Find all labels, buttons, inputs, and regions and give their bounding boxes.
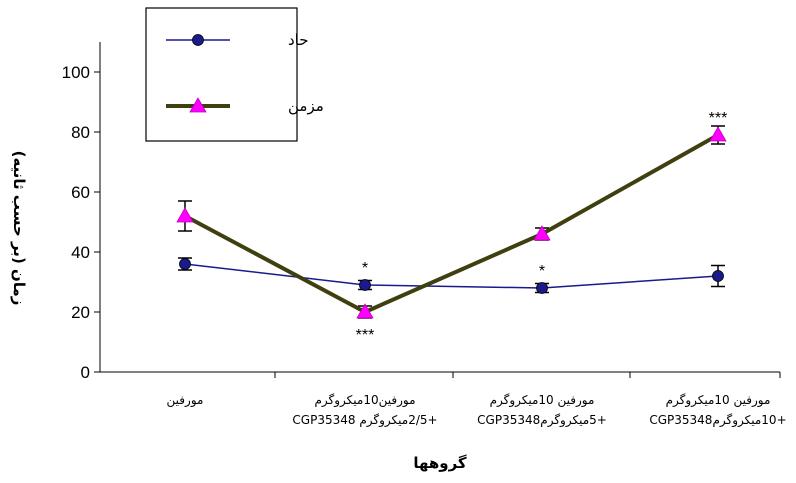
series-line-1 <box>184 263 719 289</box>
data-point <box>712 270 724 282</box>
legend-box <box>145 7 298 142</box>
significance-label: *** <box>356 327 375 344</box>
y-ticks: 0 20 40 60 80 100 <box>62 63 100 382</box>
series-markers <box>176 126 727 319</box>
x-category-label: +2/5ميکروگرم CGP35348 <box>292 413 437 428</box>
y-tick-label: 100 <box>62 63 90 82</box>
x-axis-title: گروهها <box>413 454 467 472</box>
legend-swatch-marker <box>189 97 207 113</box>
significance-annotations: ******** <box>356 110 728 344</box>
series-lines <box>184 133 719 314</box>
x-category-labels: مورفين مورفين10ميکروگرم +2/5ميکروگرم CGP35… <box>167 393 787 428</box>
data-point <box>179 258 191 270</box>
legend: حاد مزمن <box>145 7 324 142</box>
data-point <box>356 303 374 319</box>
legend-entry-label: حاد <box>288 31 309 49</box>
series-line-2 <box>184 133 719 314</box>
x-category-label: مورفين 10ميکروگرم <box>490 393 595 408</box>
y-tick-label: 0 <box>81 363 90 382</box>
y-tick-label: 20 <box>71 303 90 322</box>
data-point <box>359 279 371 291</box>
x-category-label: +10ميکروگرمCGP35348 <box>649 413 786 428</box>
y-tick-label: 60 <box>71 183 90 202</box>
error-bars <box>178 125 725 319</box>
y-tick-label: 80 <box>71 123 90 142</box>
significance-label: * <box>539 263 545 280</box>
x-category-label: مورفين 10ميکروگرم <box>666 393 771 408</box>
y-axis-title: زمان (بر حسب ثانيه) <box>10 151 28 306</box>
x-category-label: +5ميکروگرمCGP35348 <box>477 413 607 428</box>
data-point <box>709 126 727 142</box>
x-category-label: مورفين10ميکروگرم <box>314 393 415 408</box>
legend-entry-label: مزمن <box>288 97 324 115</box>
x-category-label: مورفين <box>167 393 204 408</box>
axes <box>99 42 781 378</box>
y-tick-label: 40 <box>71 243 90 262</box>
significance-label: *** <box>709 110 728 127</box>
data-point <box>536 282 548 294</box>
data-point <box>533 225 551 241</box>
significance-label: * <box>362 260 368 277</box>
data-point <box>176 207 194 223</box>
legend-swatch-marker <box>192 34 204 46</box>
